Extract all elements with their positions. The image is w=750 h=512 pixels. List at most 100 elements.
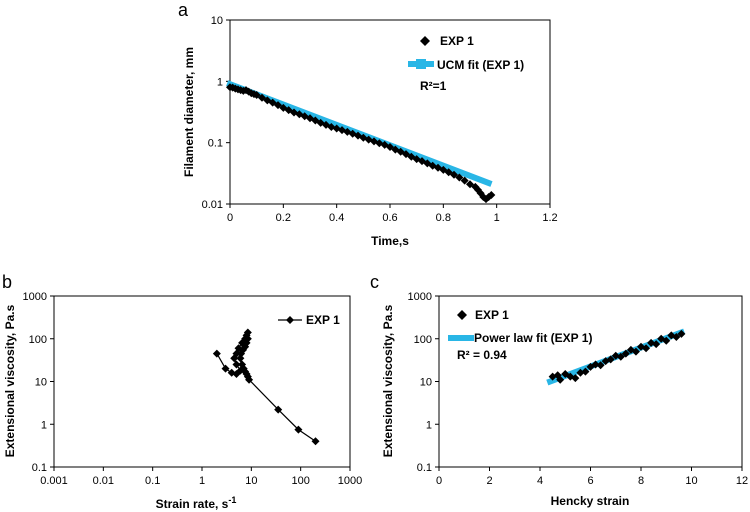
panel-c-data-point [677,329,686,338]
panel-c-ytick-label: 100 [414,334,432,346]
panel-c-data-point [606,355,615,364]
panel-c-data-point [672,332,681,341]
panel-c-legend-exp-marker [457,310,467,320]
panel-a-data-point [450,170,458,179]
panel-b-data-point [230,354,239,363]
panel-c-data-point [662,336,671,345]
panel-c-points-layer [548,329,686,384]
panel-c: 0 2 4 6 8 10 12 0.1 1 10 100 1000 Hencky strain Ext… [381,291,748,508]
panel-b-data-point [238,360,247,369]
panel-c-data-point [571,374,580,383]
panel-a: 0 0.2 0.4 0.6 0.8 1 1.2 0.01 0.1 1 10 Time,s Filam… [182,15,558,248]
panel-c-r2-annotation: R² = 0.94 [457,348,507,362]
panel-c-ytick-label: 1 [426,419,432,431]
panel-b-xtick-label: 100 [291,475,309,487]
panel-b-data-point [243,328,252,337]
panel-c-data-point [611,351,620,360]
panel-b-xlabel-sup: -1 [228,495,236,505]
panel-a-xtick-label: 1.2 [542,212,557,224]
panel-a-ylabel: Filament diameter, mm [182,47,196,177]
panel-b-data-point [227,368,236,377]
panel-c-ytick-label: 10 [420,377,432,389]
panel-a-xtick-label: 0 [227,212,233,224]
panel-b-xlabel: Strain rate, s-1 [156,495,237,511]
panel-b-ylabel: Extensional viscosity, Pa.s [3,304,17,457]
panel-c-xtick-label: 12 [736,475,748,487]
panel-a-legend-fit-marker [416,59,426,69]
panel-a-data-point [322,120,330,129]
panel-c-xtick-label: 2 [486,475,492,487]
panel-c-xtick-label: 4 [537,475,543,487]
panel-c-xtick-label: 10 [685,475,697,487]
panel-label-b: b [2,272,12,292]
panel-b-ytick-label: 1 [41,419,47,431]
panel-b: 0.001 0.01 0.1 1 10 100 1000 0.1 1 10 100 1000 Stra… [3,291,362,511]
panel-a-data-point [274,101,282,110]
panel-c-ytick-label: 1000 [408,291,432,303]
panel-a-points-layer [226,83,496,204]
panel-b-xtick-label: 10 [245,475,257,487]
panel-c-data-point [616,352,625,361]
panel-a-xtick-label: 1 [494,212,500,224]
panel-b-ytick-label: 1000 [23,291,47,303]
panel-c-xtick-label: 8 [638,475,644,487]
panel-b-data-point [294,425,303,434]
panel-b-xtick-label: 0.1 [145,475,160,487]
panel-b-data-point [311,437,320,446]
panel-b-data-point [238,338,247,347]
panel-b-ytick-label: 100 [29,334,47,346]
panel-a-ytick-label: 0.1 [208,138,223,150]
panel-a-data-point [460,176,469,185]
panel-c-legend-exp-label: EXP 1 [475,308,509,322]
panel-a-xtick-label: 0.6 [382,212,397,224]
panel-a-ytick-label: 10 [211,15,223,27]
panel-b-ytick-label: 10 [35,377,47,389]
panel-c-legend-fit-label: Power law fit (EXP 1) [474,331,592,345]
panel-a-xtick-label: 0.8 [436,212,451,224]
panel-b-legend-marker [286,316,294,324]
panel-b-data-point [212,349,221,358]
panel-c-data-point [556,375,565,384]
panel-a-legend-exp-label: EXP 1 [440,34,474,48]
panel-b-xtick-label: 0.01 [93,475,114,487]
panel-b-legend-label: EXP 1 [306,313,340,327]
panel-label-a: a [178,0,189,20]
panel-b-data-point [221,364,230,373]
panel-c-data-point [596,361,605,370]
panel-b-data-point [232,360,241,369]
panel-b-data-point [274,405,283,414]
panel-a-data-point [487,191,496,200]
panel-c-xtick-label: 6 [587,475,593,487]
panel-b-xlabel-text: Strain rate, s [156,497,229,511]
panel-c-data-point [642,344,651,353]
panel-c-data-point [652,340,661,349]
panel-a-data-point [455,173,464,182]
panel-a-ytick-label: 1 [217,76,223,88]
panel-a-legend-exp-marker [420,36,430,46]
panel-label-c: c [370,272,379,292]
panel-a-ticks: 0 0.2 0.4 0.6 0.8 1 1.2 0.01 0.1 1 10 [202,15,558,224]
panel-a-xlabel: Time,s [371,234,409,248]
panel-a-data-point [252,90,261,99]
panel-b-line-layer [216,332,316,442]
panel-b-ytick-label: 0.1 [32,462,47,474]
panel-c-xtick-label: 0 [436,475,442,487]
panel-c-data-point [631,347,640,356]
panel-c-ylabel: Extensional viscosity, Pa.s [381,304,395,457]
panel-a-xtick-label: 0.2 [276,212,291,224]
panel-c-xlabel: Hencky strain [551,494,630,508]
panel-b-series-line [216,332,316,442]
panel-c-ytick-label: 0.1 [417,462,432,474]
panel-b-ticks: 0.001 0.01 0.1 1 10 100 1000 0.1 1 10 100 1000 [23,291,363,487]
panel-a-legend-fit-label: UCM fit (EXP 1) [437,58,524,72]
panel-c-data-point [621,349,630,358]
panel-b-points-layer [212,328,320,446]
panel-c-ticks: 0 2 4 6 8 10 12 0.1 1 10 100 1000 [408,291,749,487]
panel-a-ytick-label: 0.01 [202,199,223,211]
panel-b-xtick-label: 0.001 [40,475,68,487]
panel-a-axes-box [229,19,551,205]
panel-a-xtick-label: 0.4 [329,212,344,224]
panel-c-data-point [591,360,600,369]
panel-b-xtick-label: 1 [199,475,205,487]
